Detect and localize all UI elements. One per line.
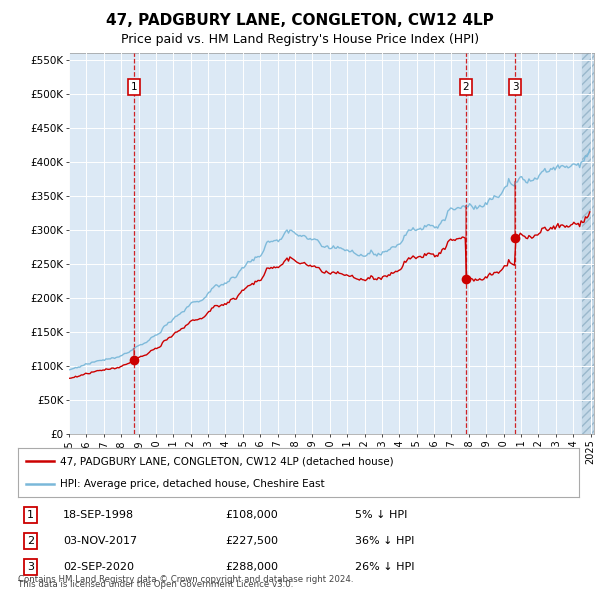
Text: 02-SEP-2020: 02-SEP-2020 [63,562,134,572]
Text: 1: 1 [130,82,137,92]
Text: 47, PADGBURY LANE, CONGLETON, CW12 4LP (detached house): 47, PADGBURY LANE, CONGLETON, CW12 4LP (… [60,457,394,467]
Text: 47, PADGBURY LANE, CONGLETON, CW12 4LP: 47, PADGBURY LANE, CONGLETON, CW12 4LP [106,13,494,28]
Text: 2: 2 [463,82,469,92]
Polygon shape [582,34,594,434]
Text: 1: 1 [27,510,34,520]
Text: 18-SEP-1998: 18-SEP-1998 [63,510,134,520]
Text: 3: 3 [27,562,34,572]
Text: Price paid vs. HM Land Registry's House Price Index (HPI): Price paid vs. HM Land Registry's House … [121,33,479,46]
Text: £288,000: £288,000 [226,562,278,572]
Text: 2: 2 [27,536,34,546]
Text: 26% ↓ HPI: 26% ↓ HPI [355,562,414,572]
Text: 36% ↓ HPI: 36% ↓ HPI [355,536,414,546]
Text: This data is licensed under the Open Government Licence v3.0.: This data is licensed under the Open Gov… [18,581,293,589]
Text: £108,000: £108,000 [226,510,278,520]
Text: 03-NOV-2017: 03-NOV-2017 [63,536,137,546]
Text: £227,500: £227,500 [226,536,278,546]
Text: Contains HM Land Registry data © Crown copyright and database right 2024.: Contains HM Land Registry data © Crown c… [18,575,353,584]
Text: HPI: Average price, detached house, Cheshire East: HPI: Average price, detached house, Ches… [60,478,325,489]
Text: 3: 3 [512,82,518,92]
Text: 5% ↓ HPI: 5% ↓ HPI [355,510,407,520]
